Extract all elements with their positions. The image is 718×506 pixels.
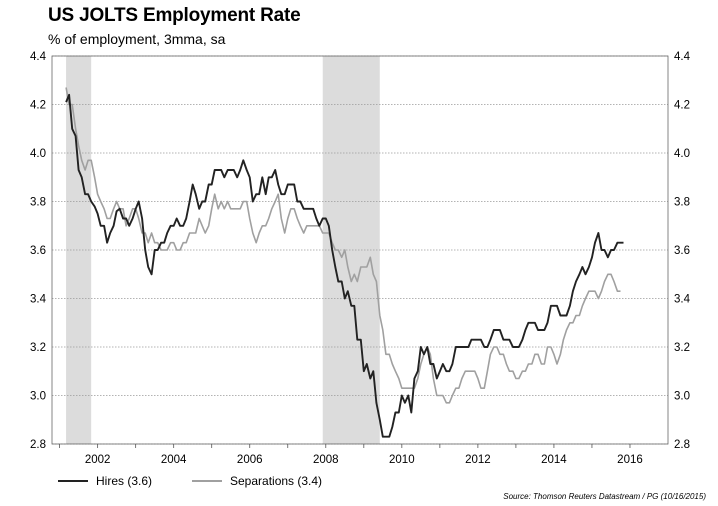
y-axis-left: 2.8 3.0 3.2 3.4 3.6 3.8 4.0 4.2 4.4 [30,51,47,451]
hires-line [65,93,624,438]
y-tick-label-left: 3.6 [30,245,46,257]
y-tick-label-left: 4.0 [30,148,46,160]
x-tick-label: 2006 [237,454,263,466]
y-tick-label-right: 4.2 [674,100,690,112]
series-group [65,87,624,438]
recession-band-1 [66,56,92,444]
y-tick-label-left: 2.8 [30,439,46,451]
x-tick-label: 2004 [161,454,187,466]
y-tick-label-right: 4.0 [674,148,690,160]
source-note: Source: Thomson Reuters Datastream / PG … [503,492,706,501]
y-tick-label-left: 3.8 [30,197,46,209]
legend-swatch-hires [58,480,88,482]
y-tick-label-left: 4.2 [30,100,46,112]
y-axis-right: 2.8 3.0 3.2 3.4 3.6 3.8 4.0 4.2 4.4 [674,51,691,451]
legend-item-separations: Separations (3.4) [192,474,322,488]
separations-line [65,87,621,404]
legend-item-hires: Hires (3.6) [58,474,152,488]
x-tick-label: 2012 [465,454,491,466]
y-tick-label-right: 3.6 [674,245,690,257]
x-tick-label: 2014 [541,454,567,466]
y-tick-label-right: 3.2 [674,342,690,354]
legend-label-separations: Separations (3.4) [230,474,323,488]
x-tick-label: 2002 [85,454,111,466]
y-tick-label-right: 4.4 [674,51,691,63]
y-tick-label-right: 3.0 [674,391,690,403]
y-tick-label-left: 3.0 [30,391,46,403]
y-tick-label-right: 3.4 [674,294,691,306]
legend-label-hires: Hires (3.6) [96,474,153,488]
legend-swatch-separations [192,480,222,482]
plot-frame [51,55,669,445]
y-tick-label-right: 2.8 [674,439,690,451]
x-axis: 2002 2004 2006 2008 2010 2012 2014 2016 [59,444,643,466]
chart-title: US JOLTS Employment Rate [48,5,301,26]
y-tick-label-left: 4.4 [30,51,47,63]
y-tick-label-left: 3.2 [30,342,46,354]
x-tick-label: 2016 [617,454,643,466]
y-tick-label-left: 3.4 [30,294,47,306]
chart-subtitle: % of employment, 3mma, sa [48,31,226,47]
x-tick-label: 2010 [389,454,415,466]
x-tick-label: 2008 [313,454,339,466]
y-tick-label-right: 3.8 [674,197,690,209]
